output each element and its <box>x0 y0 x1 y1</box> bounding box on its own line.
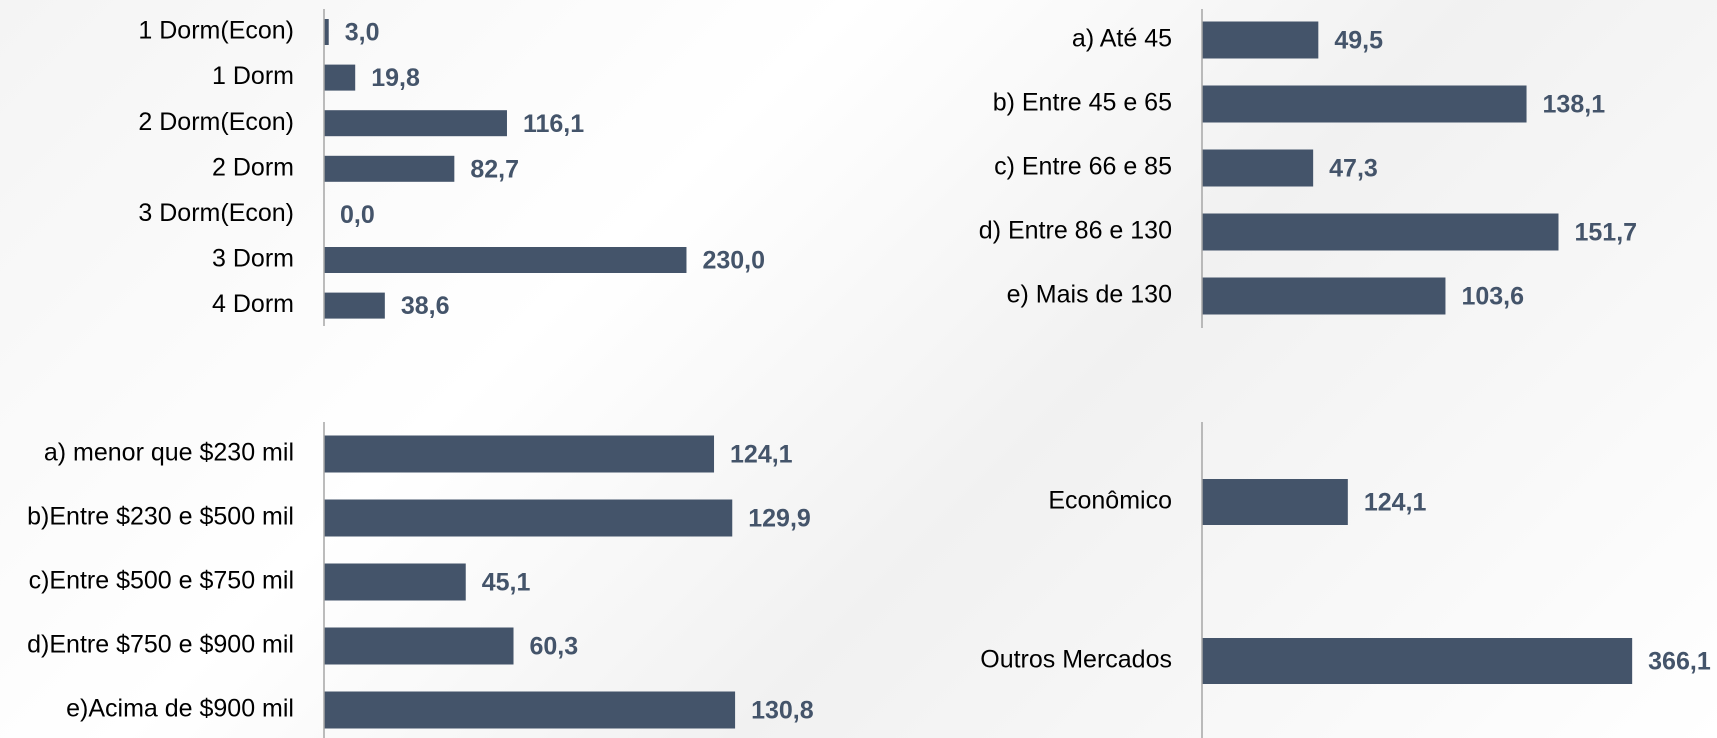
bar <box>324 247 687 273</box>
bar <box>324 155 455 182</box>
category-label: c)Entre $500 e $750 mil <box>29 567 294 595</box>
data-label: 124,1 <box>730 441 793 469</box>
bar <box>324 691 736 729</box>
bar <box>1202 85 1527 123</box>
category-label: a) Até 45 <box>1072 25 1172 53</box>
data-label: 49,5 <box>1334 27 1383 55</box>
data-label: 38,6 <box>401 292 450 320</box>
category-label: b) Entre 45 e 65 <box>993 89 1172 117</box>
bar <box>1202 149 1314 187</box>
data-label: 151,7 <box>1574 219 1637 247</box>
data-label: 19,8 <box>371 64 420 92</box>
bar <box>1202 21 1319 59</box>
bar <box>1202 213 1559 251</box>
category-label: d)Entre $750 e $900 mil <box>27 631 294 659</box>
data-label: 60,3 <box>530 633 579 661</box>
bar <box>324 499 733 537</box>
category-label: Econômico <box>1048 487 1172 515</box>
data-label: 138,1 <box>1543 91 1606 119</box>
bar <box>1202 277 1446 315</box>
category-label: 3 Dorm(Econ) <box>138 199 294 227</box>
category-label: 3 Dorm <box>212 245 294 273</box>
category-label: 2 Dorm(Econ) <box>138 108 294 136</box>
bar <box>1202 638 1633 684</box>
category-label: c) Entre 66 e 85 <box>994 153 1172 181</box>
bar <box>324 110 507 137</box>
bar <box>324 64 356 91</box>
bar <box>324 435 715 473</box>
data-label: 116,1 <box>523 110 584 138</box>
data-label: 45,1 <box>482 569 531 597</box>
data-label: 366,1 <box>1648 648 1711 676</box>
data-label: 82,7 <box>470 155 519 183</box>
category-label: Outros Mercados <box>980 646 1172 674</box>
bar <box>324 292 385 319</box>
category-label: b)Entre $230 e $500 mil <box>27 503 294 531</box>
bar <box>324 627 514 665</box>
category-label: 2 Dorm <box>212 153 294 181</box>
data-label: 129,9 <box>748 505 811 533</box>
data-label: 230,0 <box>702 247 765 275</box>
category-label: e)Acima de $900 mil <box>66 695 294 723</box>
data-label: 103,6 <box>1461 283 1524 311</box>
data-label: 130,8 <box>751 697 814 725</box>
data-label: 0,0 <box>340 201 375 229</box>
category-label: e) Mais de 130 <box>1007 281 1172 309</box>
bar <box>324 563 466 601</box>
bar <box>1202 479 1348 525</box>
category-label: a) menor que $230 mil <box>44 439 294 467</box>
category-label: 4 Dorm <box>212 290 294 318</box>
category-label: 1 Dorm <box>212 62 294 90</box>
data-label: 124,1 <box>1364 489 1427 517</box>
data-label: 47,3 <box>1329 155 1378 183</box>
bar <box>324 19 329 45</box>
category-label: d) Entre 86 e 130 <box>979 217 1172 245</box>
category-label: 1 Dorm(Econ) <box>138 17 294 45</box>
data-label: 3,0 <box>345 19 380 47</box>
